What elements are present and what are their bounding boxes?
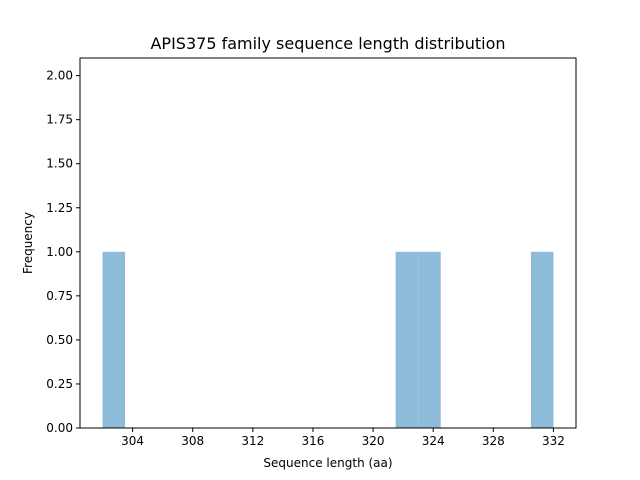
y-axis-label: Frequency bbox=[21, 212, 35, 274]
x-axis-ticks: 304 308 312 316 320 324 328 332 bbox=[121, 428, 565, 448]
x-axis-label: Sequence length (aa) bbox=[263, 456, 392, 470]
x-tick-label: 308 bbox=[181, 434, 204, 448]
y-tick-label: 0.50 bbox=[46, 333, 73, 347]
y-tick-label: 1.75 bbox=[46, 113, 73, 127]
histogram-bar bbox=[530, 251, 554, 428]
y-tick-label: 0.25 bbox=[46, 377, 73, 391]
bars-group bbox=[102, 251, 554, 428]
histogram-bar bbox=[418, 251, 441, 428]
y-tick-label: 1.50 bbox=[46, 157, 73, 171]
histogram-bar bbox=[102, 251, 126, 428]
x-tick-label: 316 bbox=[302, 434, 325, 448]
x-tick-label: 320 bbox=[362, 434, 385, 448]
x-tick-label: 324 bbox=[422, 434, 445, 448]
y-axis-ticks: 0.00 0.25 0.50 0.75 1.00 1.25 1.50 1.75 2.00 bbox=[46, 69, 80, 435]
x-tick-label: 312 bbox=[241, 434, 264, 448]
y-tick-label: 1.00 bbox=[46, 245, 73, 259]
chart-title: APIS375 family sequence length distribut… bbox=[150, 34, 505, 53]
x-tick-label: 332 bbox=[542, 434, 565, 448]
x-tick-label: 304 bbox=[121, 434, 144, 448]
y-tick-label: 1.25 bbox=[46, 201, 73, 215]
plot-frame bbox=[79, 57, 577, 429]
histogram-bar bbox=[395, 251, 419, 428]
y-tick-label: 2.00 bbox=[46, 69, 73, 83]
x-tick-label: 328 bbox=[482, 434, 505, 448]
y-tick-label: 0.00 bbox=[46, 421, 73, 435]
y-tick-label: 0.75 bbox=[46, 289, 73, 303]
